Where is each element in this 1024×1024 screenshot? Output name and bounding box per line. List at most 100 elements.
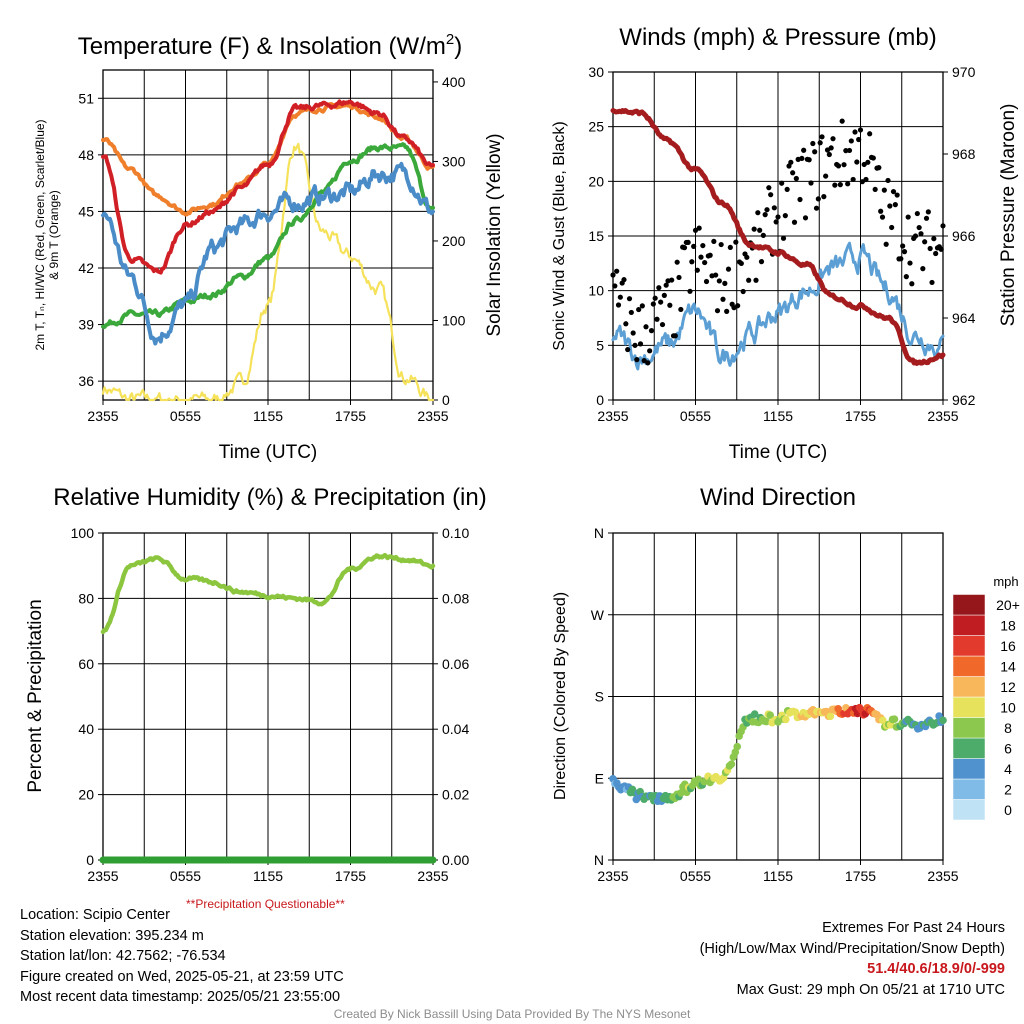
relative-humidity-line: [100, 552, 436, 635]
x-tick-label: 2355: [87, 868, 118, 884]
x-tick-label: 1155: [763, 868, 793, 884]
gust-point: [920, 266, 926, 272]
gust-point: [637, 341, 644, 347]
gust-point: [707, 252, 713, 258]
gust-point: [626, 296, 633, 302]
temp-panel-ylabel-right: Solar Insolation (Yellow): [484, 133, 505, 336]
wind-y-axis-label: 20: [588, 173, 604, 189]
gust-point: [643, 324, 649, 330]
legend-label: 2: [1004, 781, 1012, 797]
gust-point: [780, 235, 787, 241]
gust-point: [938, 246, 944, 252]
direction-point: [632, 795, 641, 804]
temp-y-axis-label: 36: [78, 373, 94, 389]
gust-point: [793, 175, 799, 182]
gust-point: [738, 260, 744, 267]
created-text: Figure created on Wed, 2025-05-21, at 23…: [20, 968, 344, 985]
legend-label: 6: [1004, 740, 1012, 756]
wind-y-axis-label: 0: [596, 392, 604, 408]
gust-point: [790, 170, 796, 176]
x-tick-label: 1755: [845, 408, 876, 424]
legend-label: 8: [1004, 720, 1012, 736]
precip-y-axis-label: 0.02: [442, 787, 469, 803]
x-tick-label: 0555: [170, 868, 201, 884]
gust-point: [678, 306, 684, 313]
legend-label: 4: [1004, 761, 1012, 777]
gust-point: [810, 140, 816, 147]
legend-label: 16: [1000, 638, 1016, 654]
direction-point: [781, 715, 790, 724]
gust-point: [907, 260, 913, 266]
gust-point: [867, 131, 873, 137]
gust-point: [735, 303, 741, 309]
precip-y-axis-label: 0.00: [442, 852, 469, 868]
gust-point: [663, 282, 669, 288]
gust-point: [912, 233, 919, 239]
gust-point: [696, 225, 702, 231]
gust-point: [762, 212, 768, 218]
gust-point: [628, 309, 634, 316]
gust-point: [835, 163, 842, 169]
gust-point: [614, 268, 620, 274]
x-tick-label: 1755: [335, 408, 366, 424]
gust-point: [722, 280, 728, 286]
gust-point: [718, 241, 724, 248]
legend-title: mph: [993, 574, 1018, 589]
legend-swatch: [952, 737, 986, 759]
gust-point: [703, 278, 710, 285]
gust-point: [878, 208, 884, 214]
gust-point: [700, 242, 706, 249]
gust-point: [645, 360, 651, 366]
gust-point: [757, 227, 763, 233]
direction-y-axis-label: N: [594, 852, 604, 868]
gust-point: [623, 321, 629, 327]
legend-swatch: [952, 676, 986, 698]
legend-swatch: [952, 717, 986, 739]
x-tick-label: 1155: [253, 868, 283, 884]
gust-point: [857, 127, 864, 133]
gust-point: [625, 346, 631, 353]
gust-point: [740, 288, 746, 295]
gust-point: [661, 292, 667, 298]
gust-point: [784, 186, 790, 192]
gust-point: [766, 185, 772, 191]
gust-point: [659, 321, 666, 328]
wind-y-axis-label: 25: [588, 119, 604, 135]
x-tick-label: 2355: [417, 408, 448, 424]
gust-point: [801, 147, 807, 153]
direction-point: [694, 775, 703, 784]
temp-panel-xlabel: Time (UTC): [219, 442, 318, 463]
pressure-y-axis-label: 966: [952, 228, 976, 244]
gust-point: [639, 303, 645, 309]
gust-point: [720, 296, 726, 302]
gust-point: [694, 267, 700, 273]
direction-point: [879, 716, 887, 725]
temp-y-axis-label: 48: [78, 147, 94, 163]
legend-swatch: [952, 635, 986, 657]
gust-point: [923, 215, 930, 221]
wind-y-axis-label: 30: [588, 64, 604, 80]
gust-point: [815, 196, 821, 202]
precip-y-axis-label: 0.04: [442, 721, 469, 737]
x-tick-label: 1155: [763, 408, 793, 424]
temp-y-axis-label: 39: [78, 317, 94, 333]
x-tick-label: 1755: [335, 868, 366, 884]
gust-point: [892, 202, 898, 208]
gust-point: [648, 328, 655, 334]
x-tick-label: 2355: [927, 408, 958, 424]
x-tick-label: 2355: [597, 868, 628, 884]
gust-point: [841, 162, 847, 168]
wind-y-axis-label: 10: [588, 283, 604, 299]
direction-point: [766, 711, 775, 719]
gust-point: [819, 134, 825, 140]
gust-point: [799, 155, 805, 162]
gust-point: [879, 214, 886, 220]
x-tick-label: 1755: [845, 868, 876, 884]
rh-y-axis-label: 0: [86, 852, 94, 868]
gust-point: [746, 277, 752, 283]
gust-point: [632, 342, 638, 348]
gust-point: [751, 226, 757, 232]
gust-point: [779, 180, 785, 186]
pressure-y-axis-label: 968: [952, 146, 976, 162]
gust-point: [931, 236, 937, 242]
